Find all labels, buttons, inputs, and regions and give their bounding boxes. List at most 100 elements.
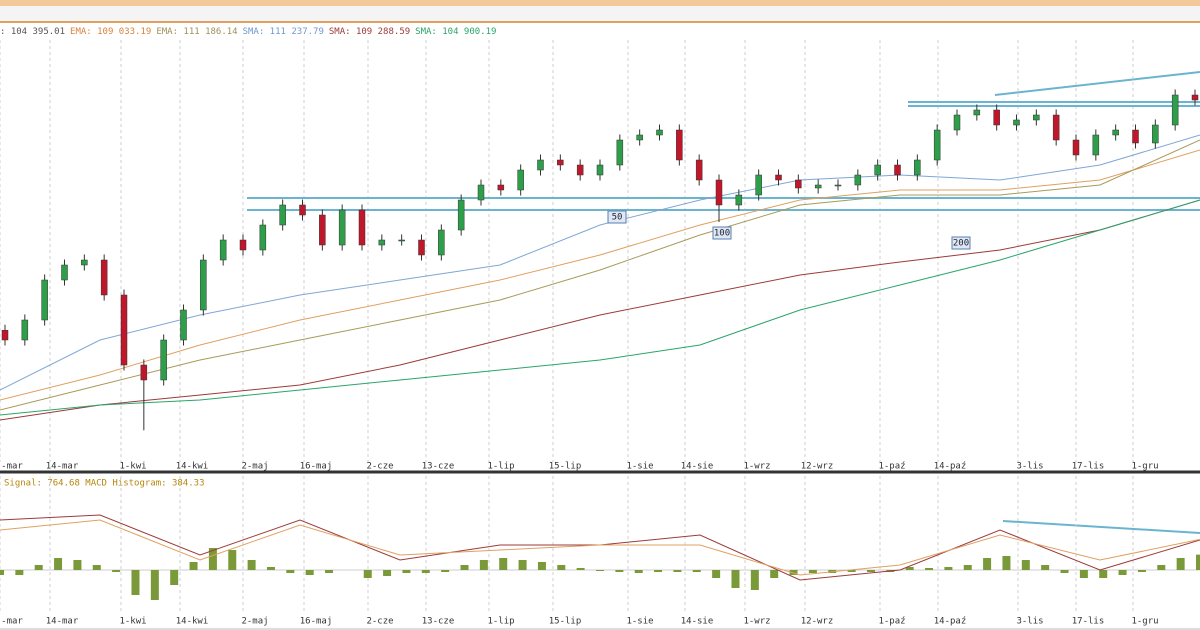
candle-body (557, 159, 564, 166)
ma-tag-box (607, 210, 627, 224)
histogram-bar (479, 560, 488, 570)
histogram-bar (944, 567, 953, 570)
ma-tag: 100 (714, 229, 730, 239)
x-tick-label: 17-lis (1072, 462, 1105, 472)
macd-header: Signal: 764.68 MACD Histogram: 384.33 (4, 479, 204, 489)
x-tick-label: -mar (1, 462, 23, 472)
histogram-bar (363, 570, 372, 578)
histogram-bar (247, 560, 256, 570)
histogram-bar (983, 558, 992, 570)
candle-body (914, 159, 921, 176)
x-tick-label: 2-cze (366, 617, 393, 627)
x-tick-label: 14-paź (934, 462, 967, 472)
candle-body (477, 184, 485, 201)
histogram-bar (866, 570, 875, 572)
histogram-bar (383, 570, 392, 576)
histogram-bar (208, 548, 217, 570)
candle-body (81, 259, 88, 266)
x-tick-label: 13-cze (422, 617, 455, 627)
x-tick-label: 1-sie (626, 462, 653, 472)
histogram-bar (1099, 570, 1108, 578)
candle-body (180, 309, 187, 341)
histogram-bar (499, 558, 508, 570)
histogram-bar (1176, 558, 1185, 570)
histogram-bar (170, 570, 179, 585)
candle-body (1092, 134, 1100, 156)
candle-body (576, 164, 584, 176)
x-tick-label: 2-cze (366, 462, 393, 472)
histogram-bar (150, 570, 159, 600)
x-tick-label: 1-gru (1131, 617, 1158, 627)
candle-body (120, 294, 128, 366)
candle-body (814, 184, 822, 189)
candle-body (398, 239, 405, 242)
histogram-bar (596, 570, 604, 571)
histogram-bar (73, 560, 82, 570)
x-tick-label: 15-lip (549, 462, 582, 472)
candle-body (21, 319, 29, 341)
moving-average (0, 139, 1200, 411)
histogram-bar (557, 565, 566, 570)
legend-entry: EMA: 111 186.14 (156, 27, 237, 37)
x-tick-label: 14-mar (46, 462, 79, 472)
candle-body (457, 199, 465, 231)
candle-body (1191, 94, 1199, 101)
histogram-bar (305, 570, 314, 575)
histogram-bar (460, 565, 469, 570)
candle-body (894, 164, 901, 176)
histogram-bar (1137, 570, 1146, 572)
histogram-bar (325, 570, 334, 573)
x-tick-label: 1-lip (487, 462, 514, 472)
candle-body (973, 109, 981, 116)
histogram-bar (847, 570, 856, 572)
moving-average (0, 134, 1200, 391)
candle-body (279, 204, 286, 226)
x-tick-label: 1-paź (878, 462, 905, 472)
candle-body (517, 169, 524, 191)
histogram-bar (673, 570, 682, 572)
histogram-bar (712, 570, 721, 578)
legend-entry: SMA: 109 288.59 (329, 27, 410, 37)
x-tick-label: 17-lis (1072, 617, 1105, 627)
ma-tag-box (951, 236, 971, 250)
histogram-bar (654, 570, 663, 572)
histogram-bar (1021, 560, 1030, 570)
histogram-bar (1079, 570, 1088, 578)
histogram-bar (789, 570, 798, 575)
candle-body (259, 224, 267, 251)
candle-body (933, 129, 941, 161)
candle-body (338, 209, 346, 246)
histogram-bar (1002, 556, 1011, 570)
ma-tag-box (712, 226, 732, 240)
legend-entry: : 104 395.01 (0, 27, 65, 37)
histogram-bar (1157, 565, 1166, 570)
candle-body (1171, 94, 1179, 126)
macd-trend-line (1002, 520, 1200, 534)
ma-tag: 200 (953, 239, 969, 249)
x-tick-label: 1-gru (1131, 462, 1158, 472)
x-tick-label: 2-maj (241, 617, 268, 627)
histogram-bar (15, 570, 24, 575)
candle-body (616, 139, 624, 166)
histogram-bar (1041, 565, 1050, 570)
moving-average (0, 199, 1200, 416)
histogram-bar (1118, 570, 1127, 575)
histogram-bar (537, 562, 546, 570)
x-tick-label: 14-kwi (176, 617, 209, 627)
candle-body (1072, 139, 1080, 156)
histogram-bar (34, 565, 43, 570)
candle-body (636, 134, 643, 141)
x-tick-label: 2-maj (241, 462, 268, 472)
histogram-bar (441, 570, 450, 572)
histogram-bar (925, 568, 934, 570)
candle-body (299, 204, 306, 216)
candle-body (1112, 129, 1119, 136)
histogram-bar (189, 562, 198, 570)
histogram-bar (286, 570, 295, 573)
histogram-bar (963, 565, 972, 570)
histogram-bar (131, 570, 140, 595)
histogram-bar (228, 550, 237, 570)
x-tick-label: 1-wrz (743, 462, 770, 472)
candle-body (1013, 119, 1020, 126)
